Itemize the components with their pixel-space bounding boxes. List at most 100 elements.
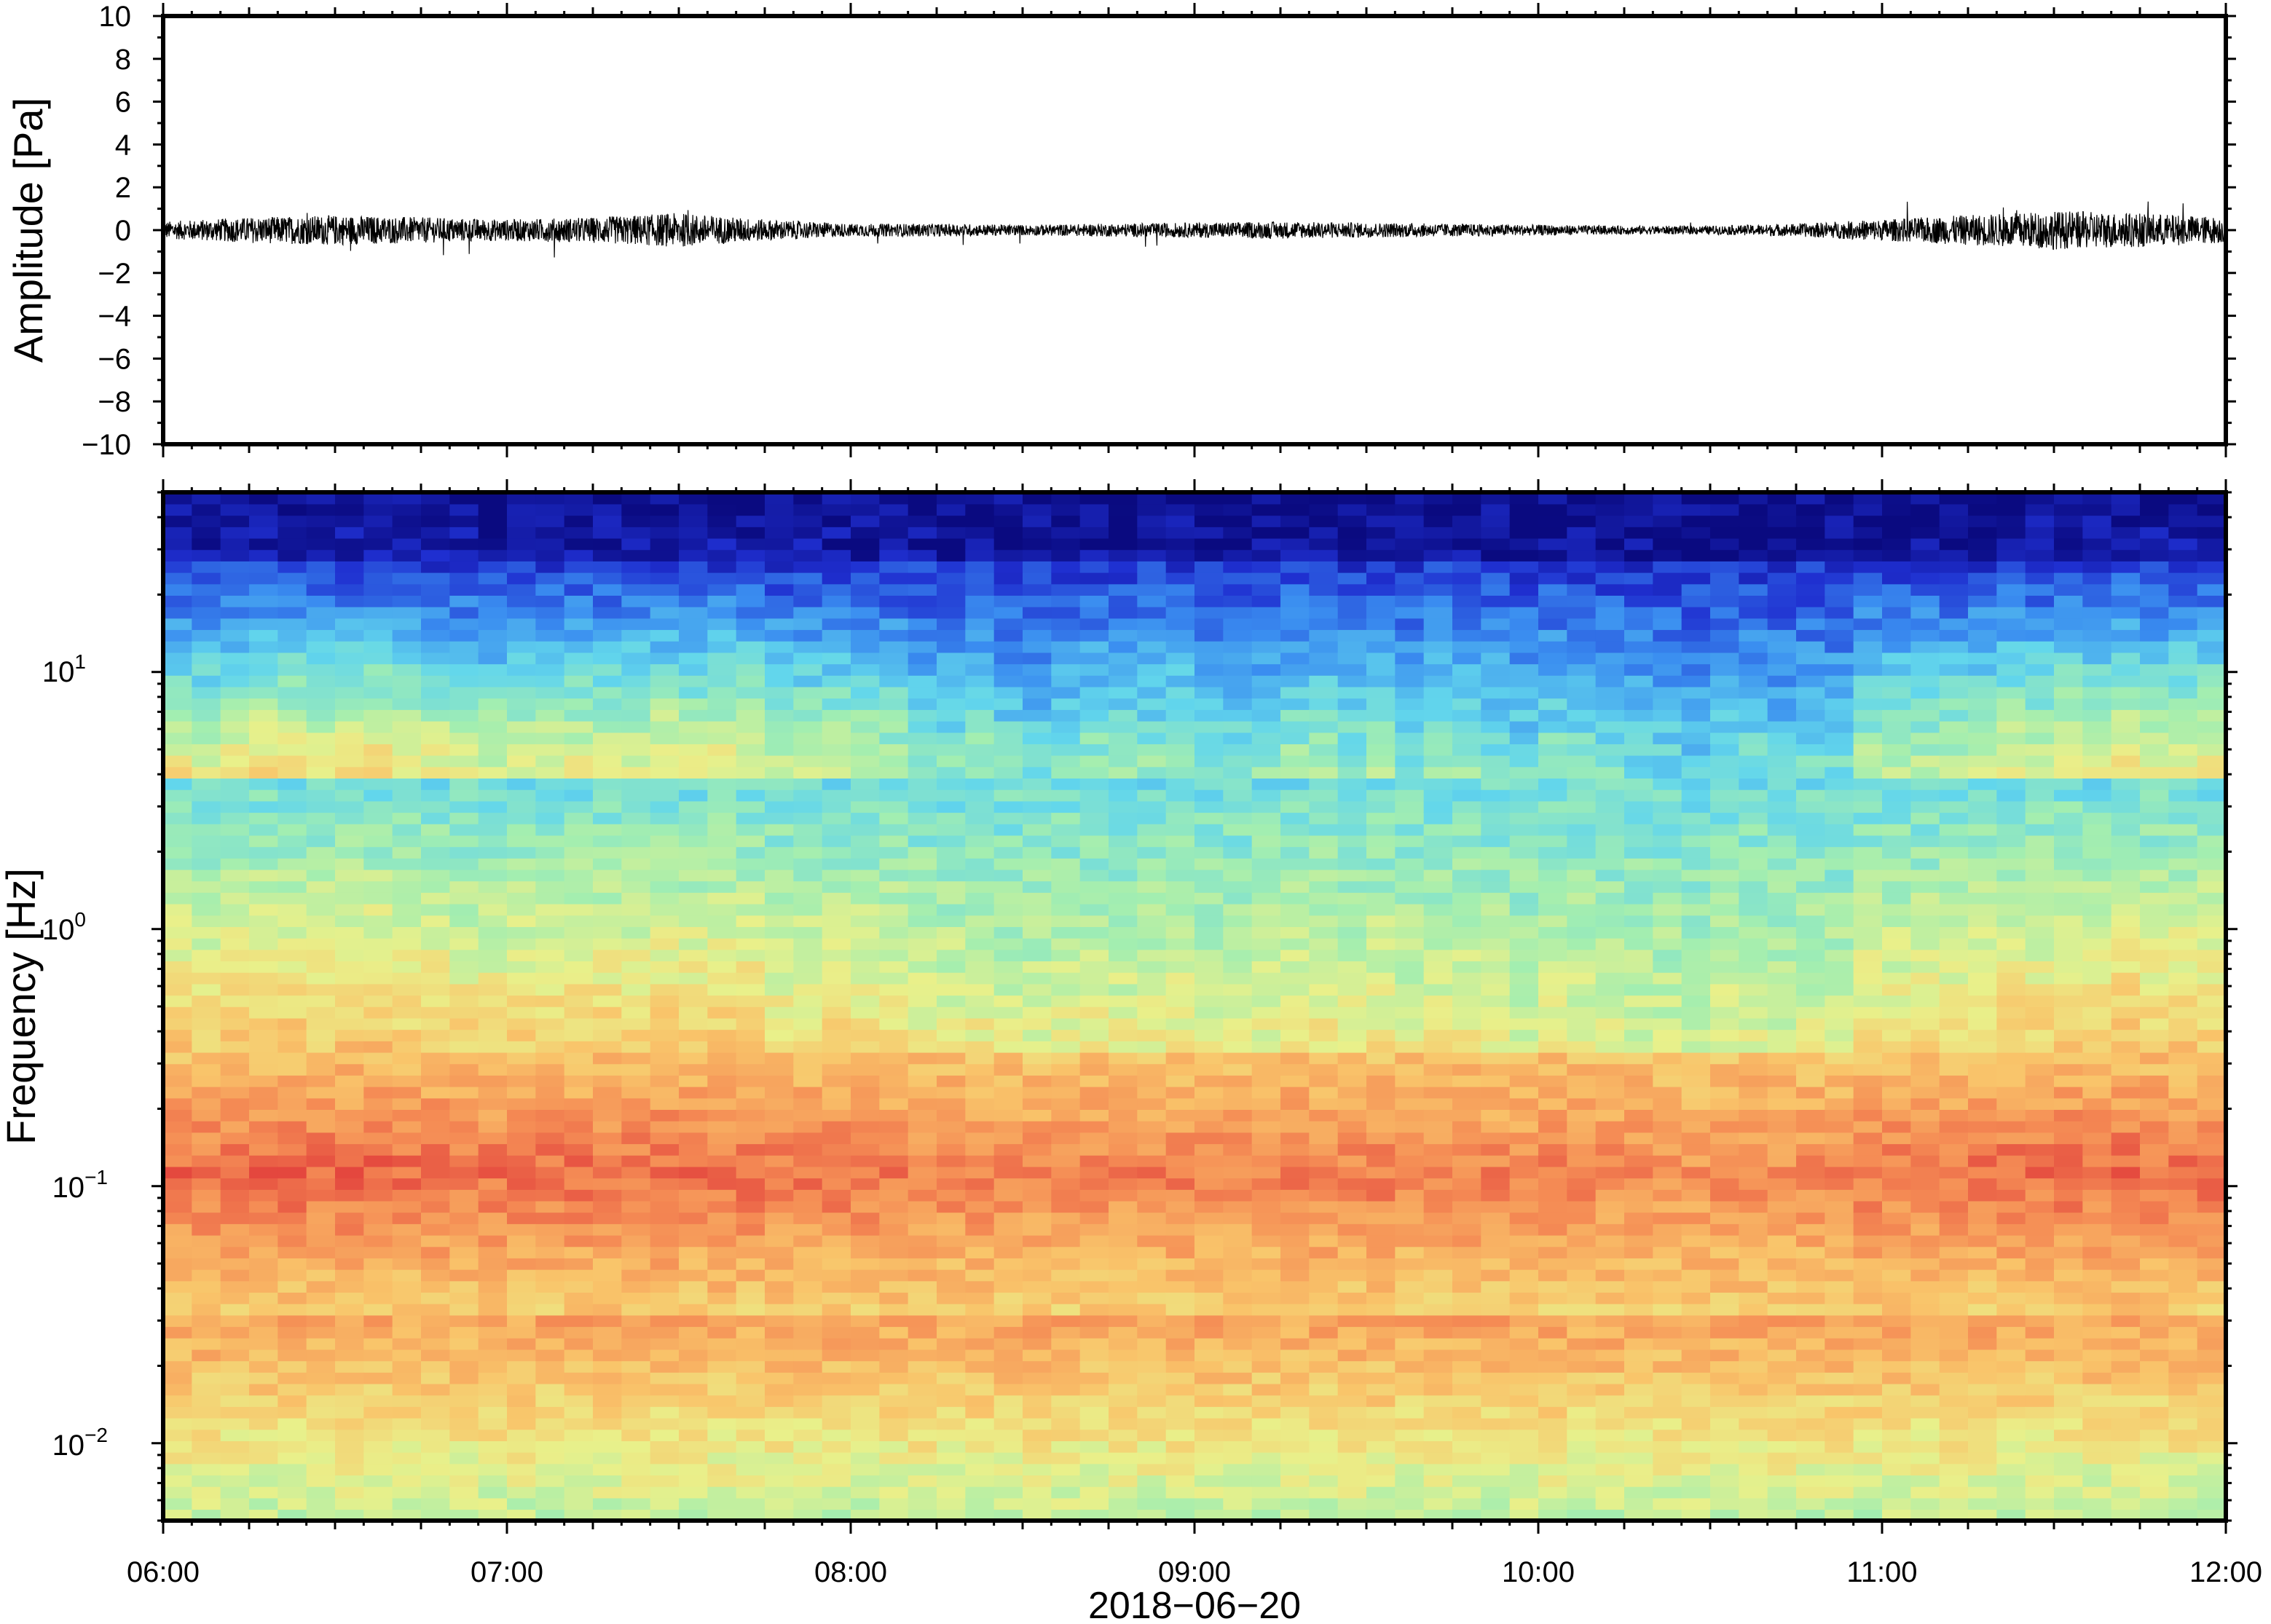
heatmap-cell <box>363 1200 393 1213</box>
heatmap-cell <box>1079 1509 1109 1521</box>
heatmap-cell <box>1538 1337 1568 1350</box>
heatmap-cell <box>1624 1075 1654 1087</box>
heatmap-cell <box>1481 492 1511 505</box>
heatmap-cell <box>707 1314 737 1328</box>
heatmap-cell <box>1251 835 1281 848</box>
heatmap-cell <box>650 1029 680 1041</box>
heatmap-cell <box>965 1223 995 1236</box>
heatmap-cell <box>1423 778 1453 790</box>
heatmap-cell <box>163 754 193 768</box>
heatmap-cell <box>278 858 307 870</box>
heatmap-cell <box>1337 1509 1367 1521</box>
heatmap-cell <box>421 1063 451 1076</box>
heatmap-cell <box>1509 1372 1539 1384</box>
heatmap-cell <box>1452 766 1482 779</box>
heatmap-cell <box>564 869 594 882</box>
heatmap-cell <box>278 892 307 904</box>
heatmap-cell <box>1395 1075 1425 1087</box>
heatmap-cell <box>1165 1475 1195 1487</box>
heatmap-cell <box>1309 1326 1339 1339</box>
heatmap-cell <box>507 1326 537 1339</box>
heatmap-cell <box>478 1234 508 1247</box>
heatmap-cell <box>1452 1154 1482 1167</box>
heatmap-cell <box>564 1406 594 1419</box>
heatmap-cell <box>793 1417 823 1430</box>
heatmap-cell <box>1481 1097 1511 1110</box>
heatmap-cell <box>220 732 250 744</box>
heatmap-cell <box>621 561 651 573</box>
heatmap-cell <box>650 1178 680 1190</box>
heatmap-cell <box>1023 583 1052 596</box>
heatmap-cell <box>908 823 937 836</box>
heatmap-cell <box>363 1223 393 1236</box>
heatmap-cell <box>220 561 250 573</box>
heatmap-cell <box>822 1166 851 1179</box>
heatmap-cell <box>1337 1120 1367 1133</box>
heatmap-cell <box>1137 1269 1167 1282</box>
heatmap-cell <box>1023 1075 1052 1087</box>
heatmap-cell <box>478 892 508 904</box>
heatmap-cell <box>679 789 709 802</box>
heatmap-cell <box>1423 709 1453 722</box>
heatmap-cell <box>793 1097 823 1110</box>
heatmap-cell <box>1165 1509 1195 1521</box>
heatmap-cell <box>192 1303 221 1316</box>
heatmap-cell <box>1452 1337 1482 1350</box>
heatmap-cell <box>1280 1440 1310 1453</box>
heatmap-cell <box>1309 1509 1339 1521</box>
heatmap-cell <box>1538 1303 1568 1316</box>
heatmap-cell <box>278 754 307 768</box>
heatmap-cell <box>937 800 967 813</box>
heatmap-cell <box>1109 1166 1138 1179</box>
heatmap-cell <box>822 1258 851 1270</box>
heatmap-cell <box>1366 527 1396 539</box>
heatmap-cell <box>1538 971 1568 985</box>
heatmap-cell <box>1223 492 1253 505</box>
heatmap-cell <box>1309 606 1339 619</box>
heatmap-cell <box>1223 1178 1253 1190</box>
heatmap-cell <box>822 675 851 687</box>
heatmap-cell <box>1481 1178 1511 1190</box>
heatmap-cell <box>593 1463 623 1476</box>
heatmap-cell <box>1079 778 1109 790</box>
heatmap-cell <box>1137 1451 1167 1465</box>
heatmap-cell <box>679 1041 709 1053</box>
heatmap-cell <box>163 537 193 551</box>
heatmap-cell <box>478 1486 508 1499</box>
heatmap-cell <box>335 937 365 950</box>
heatmap-cell <box>1509 1154 1539 1167</box>
heatmap-cell <box>993 492 1023 505</box>
heatmap-cell <box>392 1063 422 1076</box>
heatmap-cell <box>879 1314 909 1328</box>
heatmap-cell <box>707 1029 737 1041</box>
heatmap-cell <box>707 1292 737 1304</box>
heatmap-cell <box>564 1303 594 1316</box>
heatmap-cell <box>1595 1041 1625 1053</box>
heatmap-cell <box>1109 915 1138 927</box>
heatmap-cell <box>363 492 393 505</box>
heatmap-cell <box>1395 1120 1425 1133</box>
heatmap-cell <box>335 823 365 836</box>
heatmap-cell <box>621 595 651 607</box>
heatmap-cell <box>192 983 221 996</box>
heatmap-cell <box>965 663 995 676</box>
heatmap-cell <box>1109 1475 1138 1487</box>
heatmap-cell <box>163 903 193 916</box>
heatmap-cell <box>1165 549 1195 561</box>
heatmap-cell <box>593 618 623 631</box>
heatmap-cell <box>1395 858 1425 870</box>
heatmap-cell <box>335 640 365 653</box>
heatmap-cell <box>1051 1006 1081 1019</box>
heatmap-cell <box>1165 1212 1195 1224</box>
heatmap-cell <box>421 698 451 710</box>
heatmap-cell <box>1337 1063 1367 1076</box>
heatmap-cell <box>392 720 422 733</box>
heatmap-cell <box>449 1292 479 1304</box>
heatmap-cell <box>1567 1246 1597 1258</box>
heatmap-cell <box>1395 1395 1425 1407</box>
heatmap-cell <box>449 778 479 790</box>
heatmap-cell <box>851 926 881 939</box>
heatmap-cell <box>1337 698 1367 710</box>
heatmap-cell <box>335 1223 365 1236</box>
heatmap-cell <box>1567 561 1597 573</box>
